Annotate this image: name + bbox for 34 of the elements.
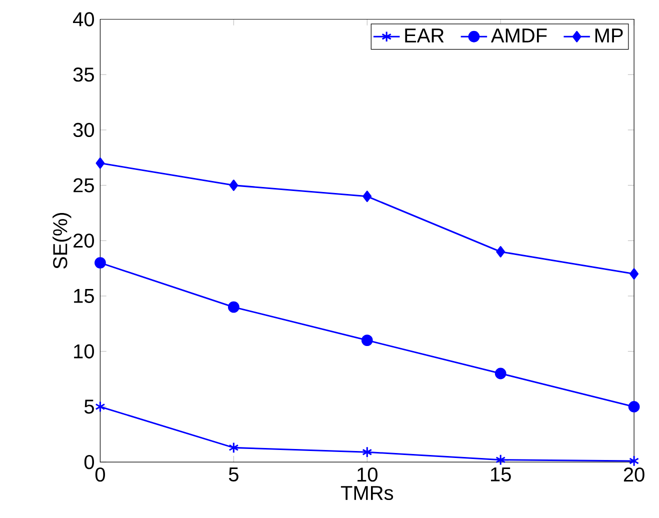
y-tick-label: 20: [74, 234, 94, 248]
x-tick-label: 10: [358, 467, 378, 482]
y-tick-label: 25: [74, 178, 94, 192]
y-tick-label: 40: [73, 12, 94, 26]
point: [494, 368, 506, 380]
point: [362, 190, 372, 202]
point: [361, 334, 373, 346]
point: [630, 268, 639, 280]
x-tick-label: 5: [228, 467, 238, 482]
legend-label: AMDF: [490, 28, 547, 42]
y-tick-label: 35: [73, 67, 94, 82]
x-tick-label: 0: [95, 467, 105, 482]
point: [496, 454, 506, 466]
point: [95, 400, 106, 412]
y-tick-label: 15: [74, 289, 94, 303]
x-axis-title: TMRs: [340, 486, 394, 500]
point: [628, 400, 640, 412]
y-tick-label: 30: [73, 122, 94, 137]
x-tick-label: 20: [624, 467, 644, 482]
point: [629, 455, 640, 467]
point: [229, 180, 238, 191]
legend-label: MP: [595, 28, 623, 42]
point: [496, 246, 506, 258]
y-tick-label: 0: [84, 454, 94, 470]
y-tick-label: 10: [74, 344, 94, 358]
legend-label: EAR: [405, 28, 444, 42]
x-tick-label: 15: [490, 467, 511, 482]
point: [228, 442, 239, 454]
y-axis-title: SE(%): [52, 212, 72, 269]
point: [94, 257, 106, 268]
y-tick-label: 5: [84, 400, 94, 414]
point: [96, 157, 105, 169]
point: [362, 446, 372, 458]
point: [228, 301, 240, 313]
